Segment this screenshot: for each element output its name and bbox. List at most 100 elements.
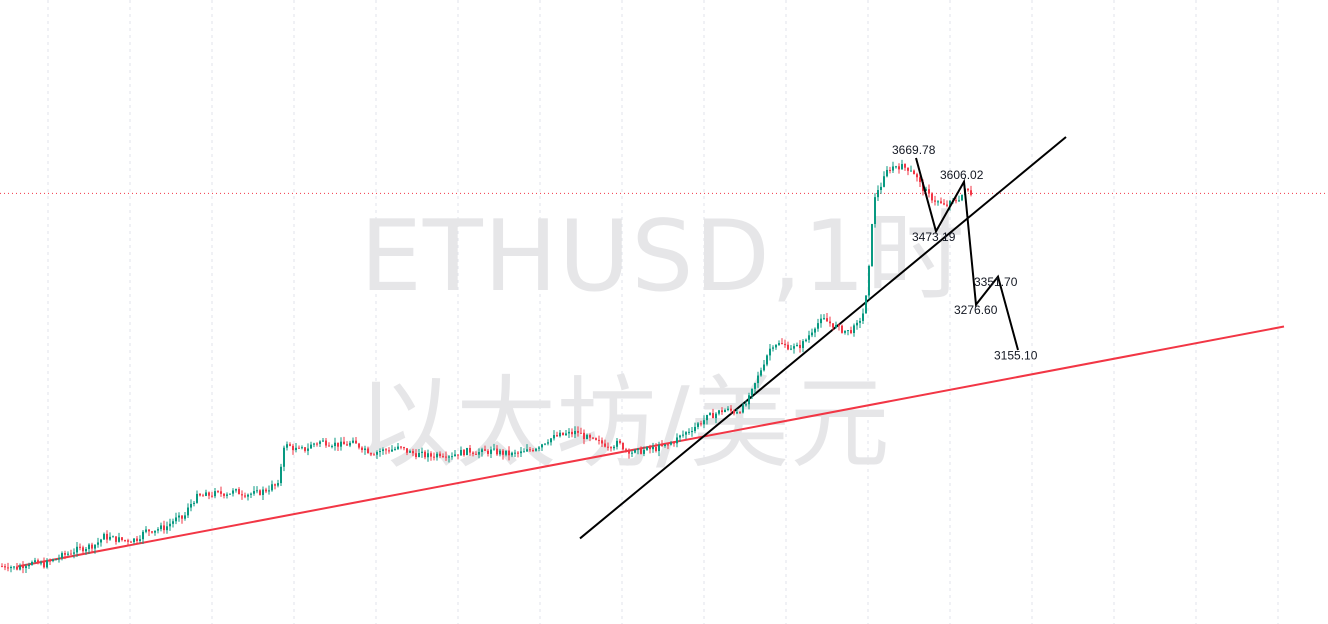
candle-body <box>478 452 480 455</box>
candle-body <box>208 492 210 496</box>
candle-body <box>211 495 213 497</box>
candle-body <box>430 453 432 457</box>
candle-body <box>856 322 858 326</box>
candle-body <box>781 343 783 345</box>
projection-path[interactable] <box>915 157 1019 351</box>
candle-body <box>520 451 522 454</box>
candle-body <box>637 448 639 450</box>
candle-body <box>484 449 486 451</box>
candle-body <box>790 348 792 350</box>
candle-body <box>130 541 132 543</box>
candle-body <box>841 325 843 333</box>
candle-body <box>664 444 666 446</box>
candle-body <box>466 447 468 456</box>
candle-body <box>220 491 222 494</box>
candle-body <box>259 490 261 495</box>
candle-body <box>325 440 327 446</box>
candle-body <box>595 438 597 440</box>
candle-body <box>286 444 288 448</box>
candle-body <box>586 434 588 440</box>
candle-body <box>706 414 708 421</box>
candle-body <box>13 566 15 568</box>
candle-body <box>109 536 111 540</box>
candle-body <box>667 444 669 446</box>
candle-body <box>349 442 351 446</box>
candle-body <box>526 449 528 452</box>
candle-body <box>487 450 489 454</box>
candle-body <box>268 490 270 492</box>
candle-body <box>235 489 237 491</box>
candle-body <box>820 318 822 324</box>
candle-body <box>154 530 156 533</box>
candle-body <box>787 344 789 350</box>
candle-body <box>676 437 678 444</box>
candle-body <box>739 412 741 414</box>
candle-body <box>265 489 267 492</box>
candle-body <box>970 190 972 195</box>
candle-body <box>166 526 168 531</box>
candle-body <box>538 447 540 449</box>
candle-body <box>136 538 138 541</box>
candle-body <box>187 507 189 516</box>
candle-body <box>34 560 36 562</box>
candle-body <box>391 449 393 452</box>
candle-body <box>178 515 180 518</box>
candle-body <box>565 433 567 436</box>
candle-body <box>730 408 732 411</box>
candle-body <box>850 330 852 334</box>
candle-body <box>889 169 891 171</box>
candle-body <box>646 447 648 450</box>
candle-body <box>874 197 876 224</box>
candle-body <box>760 370 762 376</box>
candles[interactable] <box>1 159 972 574</box>
candle-body <box>475 453 477 455</box>
candle-body <box>91 544 93 549</box>
candle-body <box>379 451 381 453</box>
candle-body <box>769 348 771 356</box>
candle-body <box>382 449 384 452</box>
candle-body <box>172 521 174 524</box>
candle-body <box>958 200 960 202</box>
candle-body <box>799 344 801 349</box>
candle-body <box>115 536 117 542</box>
candle-body <box>574 430 576 435</box>
candle-body <box>61 553 63 559</box>
candle-body <box>940 201 942 204</box>
candle-body <box>913 170 915 175</box>
candle-body <box>274 484 276 486</box>
candle-body <box>961 194 963 201</box>
candle-body <box>133 538 135 543</box>
trendlines[interactable] <box>17 136 1285 568</box>
candle-body <box>394 448 396 450</box>
candle-body <box>904 164 906 168</box>
candle-body <box>733 410 735 414</box>
candle-body <box>367 448 369 454</box>
candle-body <box>298 447 300 449</box>
candle-body <box>700 423 702 425</box>
candle-body <box>532 450 534 452</box>
candle-body <box>754 383 756 389</box>
candle-body <box>238 489 240 495</box>
candle-body <box>607 446 609 448</box>
candle-body <box>340 441 342 447</box>
candle-body <box>670 442 672 445</box>
candle-body <box>805 339 807 342</box>
candle-body <box>571 431 573 435</box>
candle-body <box>22 565 24 569</box>
candle-body <box>277 483 279 486</box>
candle-body <box>772 347 774 349</box>
candle-body <box>196 493 198 503</box>
candle-body <box>82 547 84 552</box>
candle-body <box>454 454 456 457</box>
candle-body <box>619 440 621 443</box>
watermark: ETHUSD,1时 以太坊/美元 <box>356 200 964 482</box>
candle-body <box>19 565 21 570</box>
candle-body <box>715 413 717 419</box>
candle-body <box>328 445 330 447</box>
candle-body <box>97 542 99 545</box>
candle-body <box>808 335 810 340</box>
candle-body <box>859 320 861 323</box>
candle-body <box>448 456 450 458</box>
